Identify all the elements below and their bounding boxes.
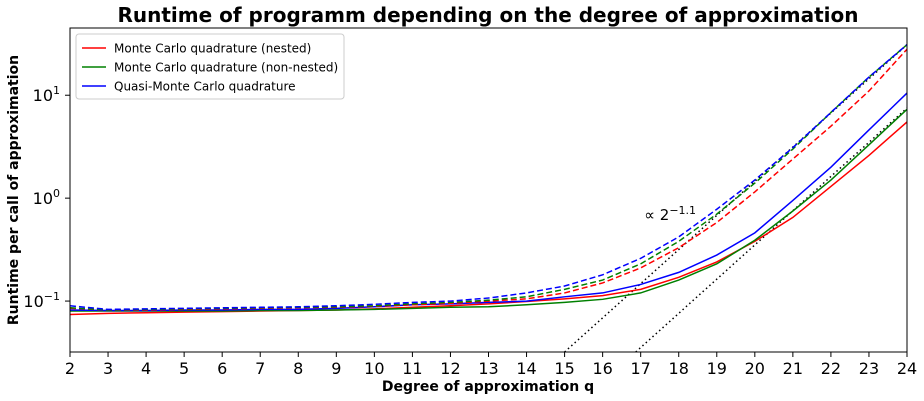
x-tick-label: 14 (516, 359, 536, 378)
y-tick-exponent: 1 (53, 84, 60, 97)
plot-lines (70, 44, 907, 352)
x-tick-label: 11 (402, 359, 422, 378)
x-tick-label: 5 (179, 359, 189, 378)
plot-frame (69, 27, 908, 353)
x-tick-label: 2 (65, 359, 75, 378)
x-tick-label: 13 (478, 359, 498, 378)
x-tick-label: 16 (592, 359, 612, 378)
y-axis-label: Runtime per call of approximation (6, 55, 22, 325)
series-line (70, 121, 907, 316)
x-tick-label: 22 (821, 359, 841, 378)
annotation: ∝ 2−1.1 (644, 204, 696, 224)
x-tick-label: 6 (217, 359, 227, 378)
y-tick-exponent: 0 (53, 187, 60, 200)
y-tick-label: 101 (33, 84, 60, 105)
chart-title: Runtime of programm depending on the deg… (117, 3, 858, 27)
x-tick-label: 8 (293, 359, 303, 378)
x-tick-label: 7 (255, 359, 265, 378)
x-tick-label: 21 (783, 359, 803, 378)
x-axis-label: Degree of approximation q (382, 379, 594, 395)
annotation-exponent: −1.1 (669, 204, 696, 217)
series-line (70, 92, 907, 312)
x-tick-label: 4 (141, 359, 151, 378)
series-line (70, 108, 907, 312)
x-tick-label: 20 (745, 359, 765, 378)
reference-line (564, 44, 907, 352)
x-tick-label: 10 (364, 359, 384, 378)
reference-line (635, 107, 907, 352)
y-tick-base: 10 (33, 189, 53, 208)
x-tick-label: 24 (897, 359, 917, 378)
x-tick-label: 17 (631, 359, 651, 378)
x-tick-label: 18 (669, 359, 689, 378)
legend-label: Monte Carlo quadrature (non-nested) (114, 61, 338, 75)
legend-label: Quasi-Monte Carlo quadrature (114, 80, 296, 94)
series-line (70, 44, 907, 311)
x-tick-label: 12 (440, 359, 460, 378)
y-tick-base: 10 (23, 292, 43, 311)
x-tick-label: 15 (554, 359, 574, 378)
x-tick-label: 3 (103, 359, 113, 378)
legend-label: Monte Carlo quadrature (nested) (114, 42, 311, 56)
annotation-text: ∝ 2 (644, 206, 669, 224)
y-tick-label: 100 (33, 187, 60, 208)
y-tick-label: 10−1 (23, 290, 60, 311)
y-tick-exponent: −1 (44, 290, 60, 303)
y-tick-base: 10 (33, 86, 53, 105)
x-tick-label: 23 (859, 359, 879, 378)
x-tick-label: 19 (707, 359, 727, 378)
legend-box (75, 33, 345, 100)
x-tick-label: 9 (331, 359, 341, 378)
